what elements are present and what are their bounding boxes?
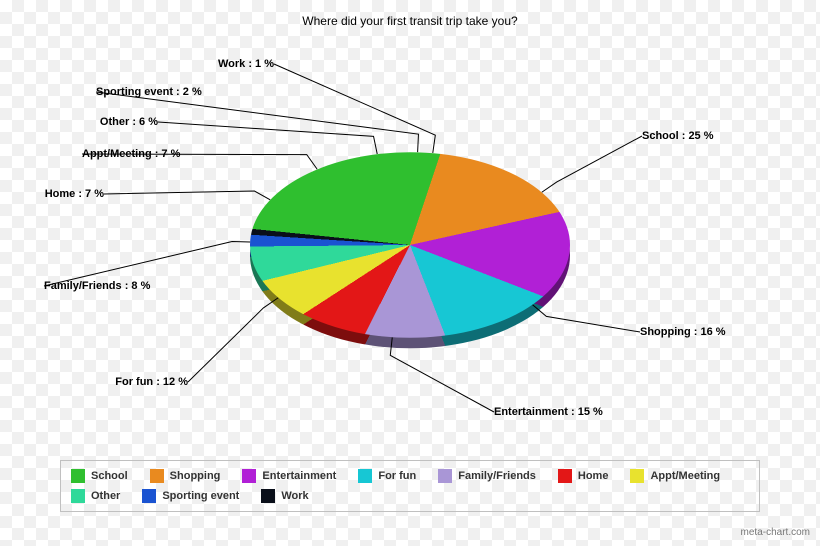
legend-swatch bbox=[358, 469, 372, 483]
legend-swatch bbox=[630, 469, 644, 483]
legend-item-sporting: Sporting event bbox=[142, 489, 239, 503]
legend-label: Family/Friends bbox=[458, 470, 536, 482]
legend: School Shopping Entertainment For fun Family… bbox=[60, 460, 760, 512]
slice-label-family: Family/Friends : 8 % bbox=[44, 280, 150, 292]
slice-label-work: Work : 1 % bbox=[218, 58, 274, 70]
legend-label: Work bbox=[281, 490, 308, 502]
slice-label-forfun: For fun : 12 % bbox=[115, 376, 188, 388]
slice-label-home: Home : 7 % bbox=[45, 188, 104, 200]
legend-label: Appt/Meeting bbox=[650, 470, 720, 482]
legend-label: Sporting event bbox=[162, 490, 239, 502]
legend-label: Shopping bbox=[170, 470, 221, 482]
credit: meta-chart.com bbox=[741, 527, 810, 538]
slice-label-school: School : 25 % bbox=[642, 130, 714, 142]
legend-item-school: School bbox=[71, 469, 128, 483]
legend-item-shopping: Shopping bbox=[150, 469, 221, 483]
slice-label-appt: Appt/Meeting : 7 % bbox=[82, 148, 180, 160]
legend-swatch bbox=[71, 469, 85, 483]
legend-label: Entertainment bbox=[262, 470, 336, 482]
legend-item-forfun: For fun bbox=[358, 469, 416, 483]
slice-label-sporting: Sporting event : 2 % bbox=[96, 86, 202, 98]
legend-item-appt: Appt/Meeting bbox=[630, 469, 720, 483]
legend-label: Other bbox=[91, 490, 120, 502]
slice-label-entertainment: Entertainment : 15 % bbox=[494, 406, 603, 418]
legend-swatch bbox=[142, 489, 156, 503]
legend-item-entertainment: Entertainment bbox=[242, 469, 336, 483]
legend-swatch bbox=[242, 469, 256, 483]
slice-label-other: Other : 6 % bbox=[100, 116, 158, 128]
legend-item-other: Other bbox=[71, 489, 120, 503]
legend-swatch bbox=[71, 489, 85, 503]
legend-swatch bbox=[438, 469, 452, 483]
pie-chart bbox=[250, 85, 570, 405]
legend-swatch bbox=[150, 469, 164, 483]
chart-title: Where did your first transit trip take y… bbox=[0, 14, 820, 28]
legend-item-work: Work bbox=[261, 489, 308, 503]
legend-label: For fun bbox=[378, 470, 416, 482]
slice-label-shopping: Shopping : 16 % bbox=[640, 326, 726, 338]
legend-label: Home bbox=[578, 470, 609, 482]
legend-item-family: Family/Friends bbox=[438, 469, 536, 483]
legend-swatch bbox=[558, 469, 572, 483]
legend-label: School bbox=[91, 470, 128, 482]
legend-item-home: Home bbox=[558, 469, 609, 483]
legend-swatch bbox=[261, 489, 275, 503]
